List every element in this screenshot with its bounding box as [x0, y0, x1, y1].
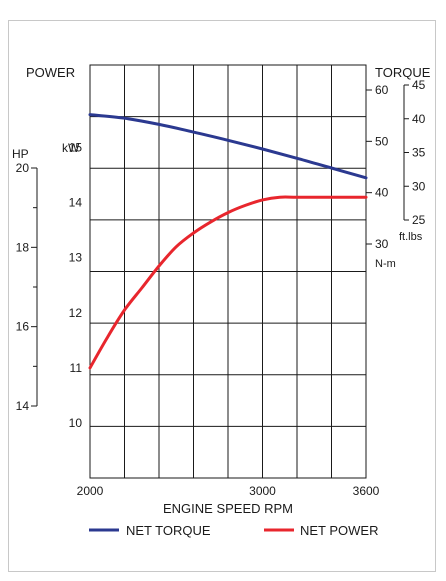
- hp-unit-label: HP: [12, 147, 29, 161]
- kw-tick-label: 11: [70, 361, 83, 375]
- x-axis-title: ENGINE SPEED RPM: [163, 501, 293, 516]
- kw-tick-label: 14: [69, 196, 83, 210]
- nm-unit-label: N-m: [375, 258, 396, 270]
- nm-tick-label: 50: [375, 134, 389, 148]
- nm-scale-axis: 60 50 40 30: [366, 83, 389, 251]
- power-axis-title: POWER: [26, 65, 75, 80]
- ftlbs-tick-label: 30: [412, 179, 426, 193]
- rpm-axis: 2000 3000 3600: [77, 484, 380, 498]
- ftlbs-tick-label: 25: [412, 213, 426, 227]
- hp-tick-label: 18: [16, 240, 30, 254]
- net-torque-series-line: [88, 113, 368, 180]
- ftlbs-scale-axis: 45 40 35 30 25: [403, 78, 426, 227]
- hp-tick-label: 20: [16, 161, 30, 175]
- kw-unit-label: kW: [62, 141, 80, 155]
- kw-tick-label: 13: [69, 251, 83, 265]
- chart-frame: [8, 20, 436, 572]
- ftlbs-tick-label: 40: [412, 112, 426, 126]
- plot-grid: [89, 64, 367, 479]
- legend: NET TORQUE NET POWER: [89, 523, 379, 538]
- ftlbs-unit-label: ft.lbs: [399, 231, 423, 243]
- ftlbs-tick-label: 35: [412, 146, 426, 160]
- kw-tick-label: 12: [69, 306, 83, 320]
- torque-axis-title: TORQUE: [375, 65, 431, 80]
- kw-tick-label: 10: [69, 416, 83, 430]
- nm-tick-label: 30: [375, 237, 389, 251]
- hp-tick-label: 14: [16, 399, 30, 413]
- nm-tick-label: 40: [375, 186, 389, 200]
- ftlbs-tick-label: 45: [412, 78, 426, 92]
- hp-scale-axis: 20 18 16 14: [16, 161, 38, 413]
- kw-scale-axis: 15 14 13 12 11 10: [69, 141, 83, 430]
- legend-net-power-label: NET POWER: [300, 523, 379, 538]
- x-tick-label: 3000: [249, 484, 276, 498]
- x-tick-label: 2000: [77, 484, 104, 498]
- net-power-series-line: [88, 195, 368, 370]
- hp-tick-label: 16: [16, 320, 30, 334]
- nm-tick-label: 60: [375, 83, 389, 97]
- kw-tick-label: 15: [69, 141, 83, 155]
- x-tick-label: 3600: [353, 484, 380, 498]
- legend-net-torque-label: NET TORQUE: [126, 523, 211, 538]
